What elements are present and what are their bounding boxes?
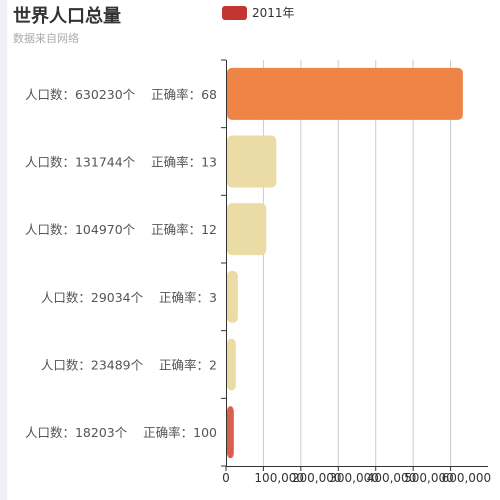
y-category-label: 人口数：23489个 正确率：2 bbox=[41, 358, 217, 373]
legend-label[interactable]: 2011年 bbox=[252, 6, 295, 20]
x-tick-label: 200,000 bbox=[292, 471, 342, 485]
chart-subtitle: 数据来自网络 bbox=[13, 32, 79, 45]
left-edge-strip bbox=[0, 0, 7, 500]
legend-swatch[interactable] bbox=[222, 5, 247, 20]
x-tick-label: 100,000 bbox=[254, 471, 304, 485]
y-category-label: 人口数：630230个 正确率：68 bbox=[25, 87, 217, 102]
y-category-label: 人口数：131744个 正确率：13 bbox=[25, 155, 217, 170]
bar[interactable] bbox=[227, 203, 267, 256]
x-tick-label: 400,000 bbox=[367, 471, 417, 485]
x-tick-label: 600,000 bbox=[442, 471, 492, 485]
bar[interactable] bbox=[227, 338, 236, 391]
bar[interactable] bbox=[227, 270, 238, 323]
bar[interactable] bbox=[227, 406, 234, 459]
chart-title: 世界人口总量 bbox=[13, 6, 121, 27]
x-tick-label: 500,000 bbox=[404, 471, 454, 485]
y-category-label: 人口数：104970个 正确率：12 bbox=[25, 222, 217, 237]
legend[interactable]: 2011年 bbox=[222, 4, 295, 21]
bar[interactable] bbox=[227, 135, 277, 188]
y-category-label: 人口数：29034个 正确率：3 bbox=[41, 290, 217, 305]
x-tick-label: 0 bbox=[222, 471, 230, 485]
x-tick-label: 300,000 bbox=[329, 471, 379, 485]
y-category-label: 人口数：18203个 正确率：100 bbox=[25, 425, 217, 440]
bar[interactable] bbox=[227, 67, 463, 120]
